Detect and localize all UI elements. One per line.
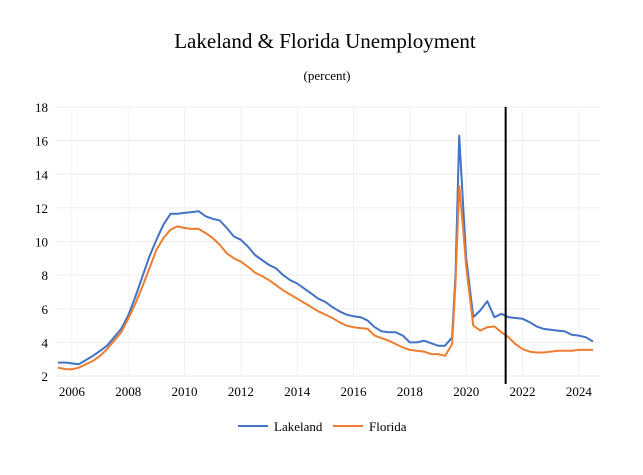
legend-label-florida: Florida [369,419,407,434]
x-tick-label: 2012 [228,384,254,399]
x-tick-label: 2008 [115,384,141,399]
x-tick-label: 2020 [453,384,479,399]
axes: 2 4 6 8 10 12 14 16 18 2006 2008 2010 2012 2014 2016 20… [35,100,592,399]
series-lines [57,134,594,371]
x-tick-label: 2022 [510,384,536,399]
chart-subtitle: (percent) [304,68,351,83]
x-tick-label: 2014 [284,384,311,399]
y-tick-label: 8 [42,268,49,283]
y-tick-label: 10 [35,235,48,250]
x-tick-label: 2024 [566,384,593,399]
series-line-florida [57,185,593,371]
grid-lines [55,106,600,377]
x-tick-label: 2010 [172,384,198,399]
y-tick-label: 6 [42,302,49,317]
y-tick-label: 2 [42,369,49,384]
series-line-lakeland [57,134,594,366]
chart-title: Lakeland & Florida Unemployment [174,29,476,53]
y-tick-label: 14 [35,167,49,182]
y-tick-label: 18 [35,100,48,115]
x-tick-label: 2016 [341,384,368,399]
legend-label-lakeland: Lakeland [274,419,323,434]
y-tick-label: 12 [35,201,48,216]
x-tick-label: 2018 [397,384,423,399]
y-tick-label: 4 [42,335,49,350]
x-tick-label: 2006 [59,384,86,399]
legend: Lakeland Florida [238,419,407,434]
y-tick-label: 16 [35,134,49,149]
